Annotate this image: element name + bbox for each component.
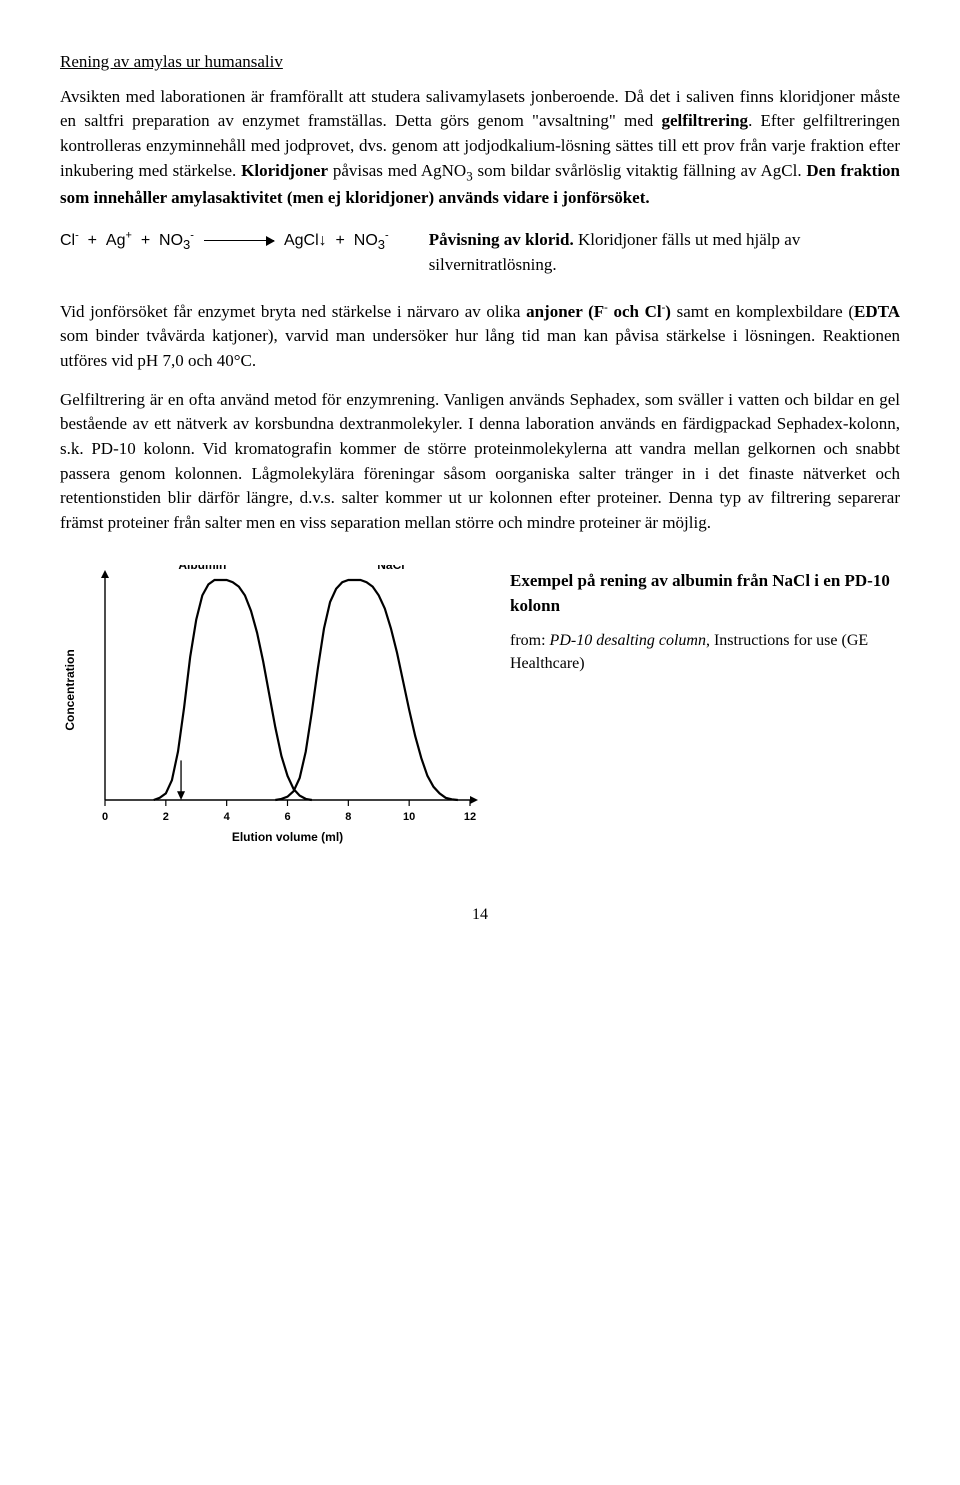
paragraph-ion-experiment: Vid jonförsöket får enzymet bryta ned st…	[60, 300, 900, 374]
svg-text:Elution volume (ml): Elution volume (ml)	[232, 830, 343, 844]
equation-explanation: Påvisning av klorid. Kloridjoner fälls u…	[429, 228, 900, 277]
equation-rhs: AgCl↓ + NO3-	[284, 232, 389, 249]
equation-lhs: Cl- + Ag+ + NO3-	[60, 232, 194, 249]
page-number: 14	[60, 903, 900, 926]
figure-caption-source: from: PD-10 desalting column, Instructio…	[510, 629, 900, 675]
elution-figure: 0 2 4 6 8 10 12 Elution volume (ml) Concentratio…	[60, 565, 900, 863]
svg-text:12: 12	[464, 811, 476, 823]
chloride-equation: Cl- + Ag+ + NO3- AgCl↓ + NO3- Påvisning …	[60, 228, 900, 277]
paragraph-gelfiltration: Gelfiltrering är en ofta använd metod fö…	[60, 388, 900, 536]
svg-text:NaCl: NaCl	[377, 565, 404, 572]
reaction-arrow-icon	[204, 240, 274, 242]
equation-formula: Cl- + Ag+ + NO3- AgCl↓ + NO3-	[60, 228, 429, 254]
paragraph-intro: Avsikten med laborationen är framförallt…	[60, 85, 900, 211]
svg-text:6: 6	[284, 811, 290, 823]
svg-text:4: 4	[224, 811, 231, 823]
svg-text:8: 8	[345, 811, 351, 823]
svg-text:10: 10	[403, 811, 415, 823]
svg-text:2: 2	[163, 811, 169, 823]
figure-caption-title: Exempel på rening av albumin från NaCl i…	[510, 569, 900, 618]
figure-caption: Exempel på rening av albumin från NaCl i…	[510, 565, 900, 675]
svg-text:0: 0	[102, 811, 108, 823]
svg-text:Concentration: Concentration	[63, 650, 77, 731]
elution-chart: 0 2 4 6 8 10 12 Elution volume (ml) Concentratio…	[60, 565, 480, 863]
svg-text:Albumin: Albumin	[178, 565, 226, 572]
page-title: Rening av amylas ur humansaliv	[60, 50, 900, 75]
